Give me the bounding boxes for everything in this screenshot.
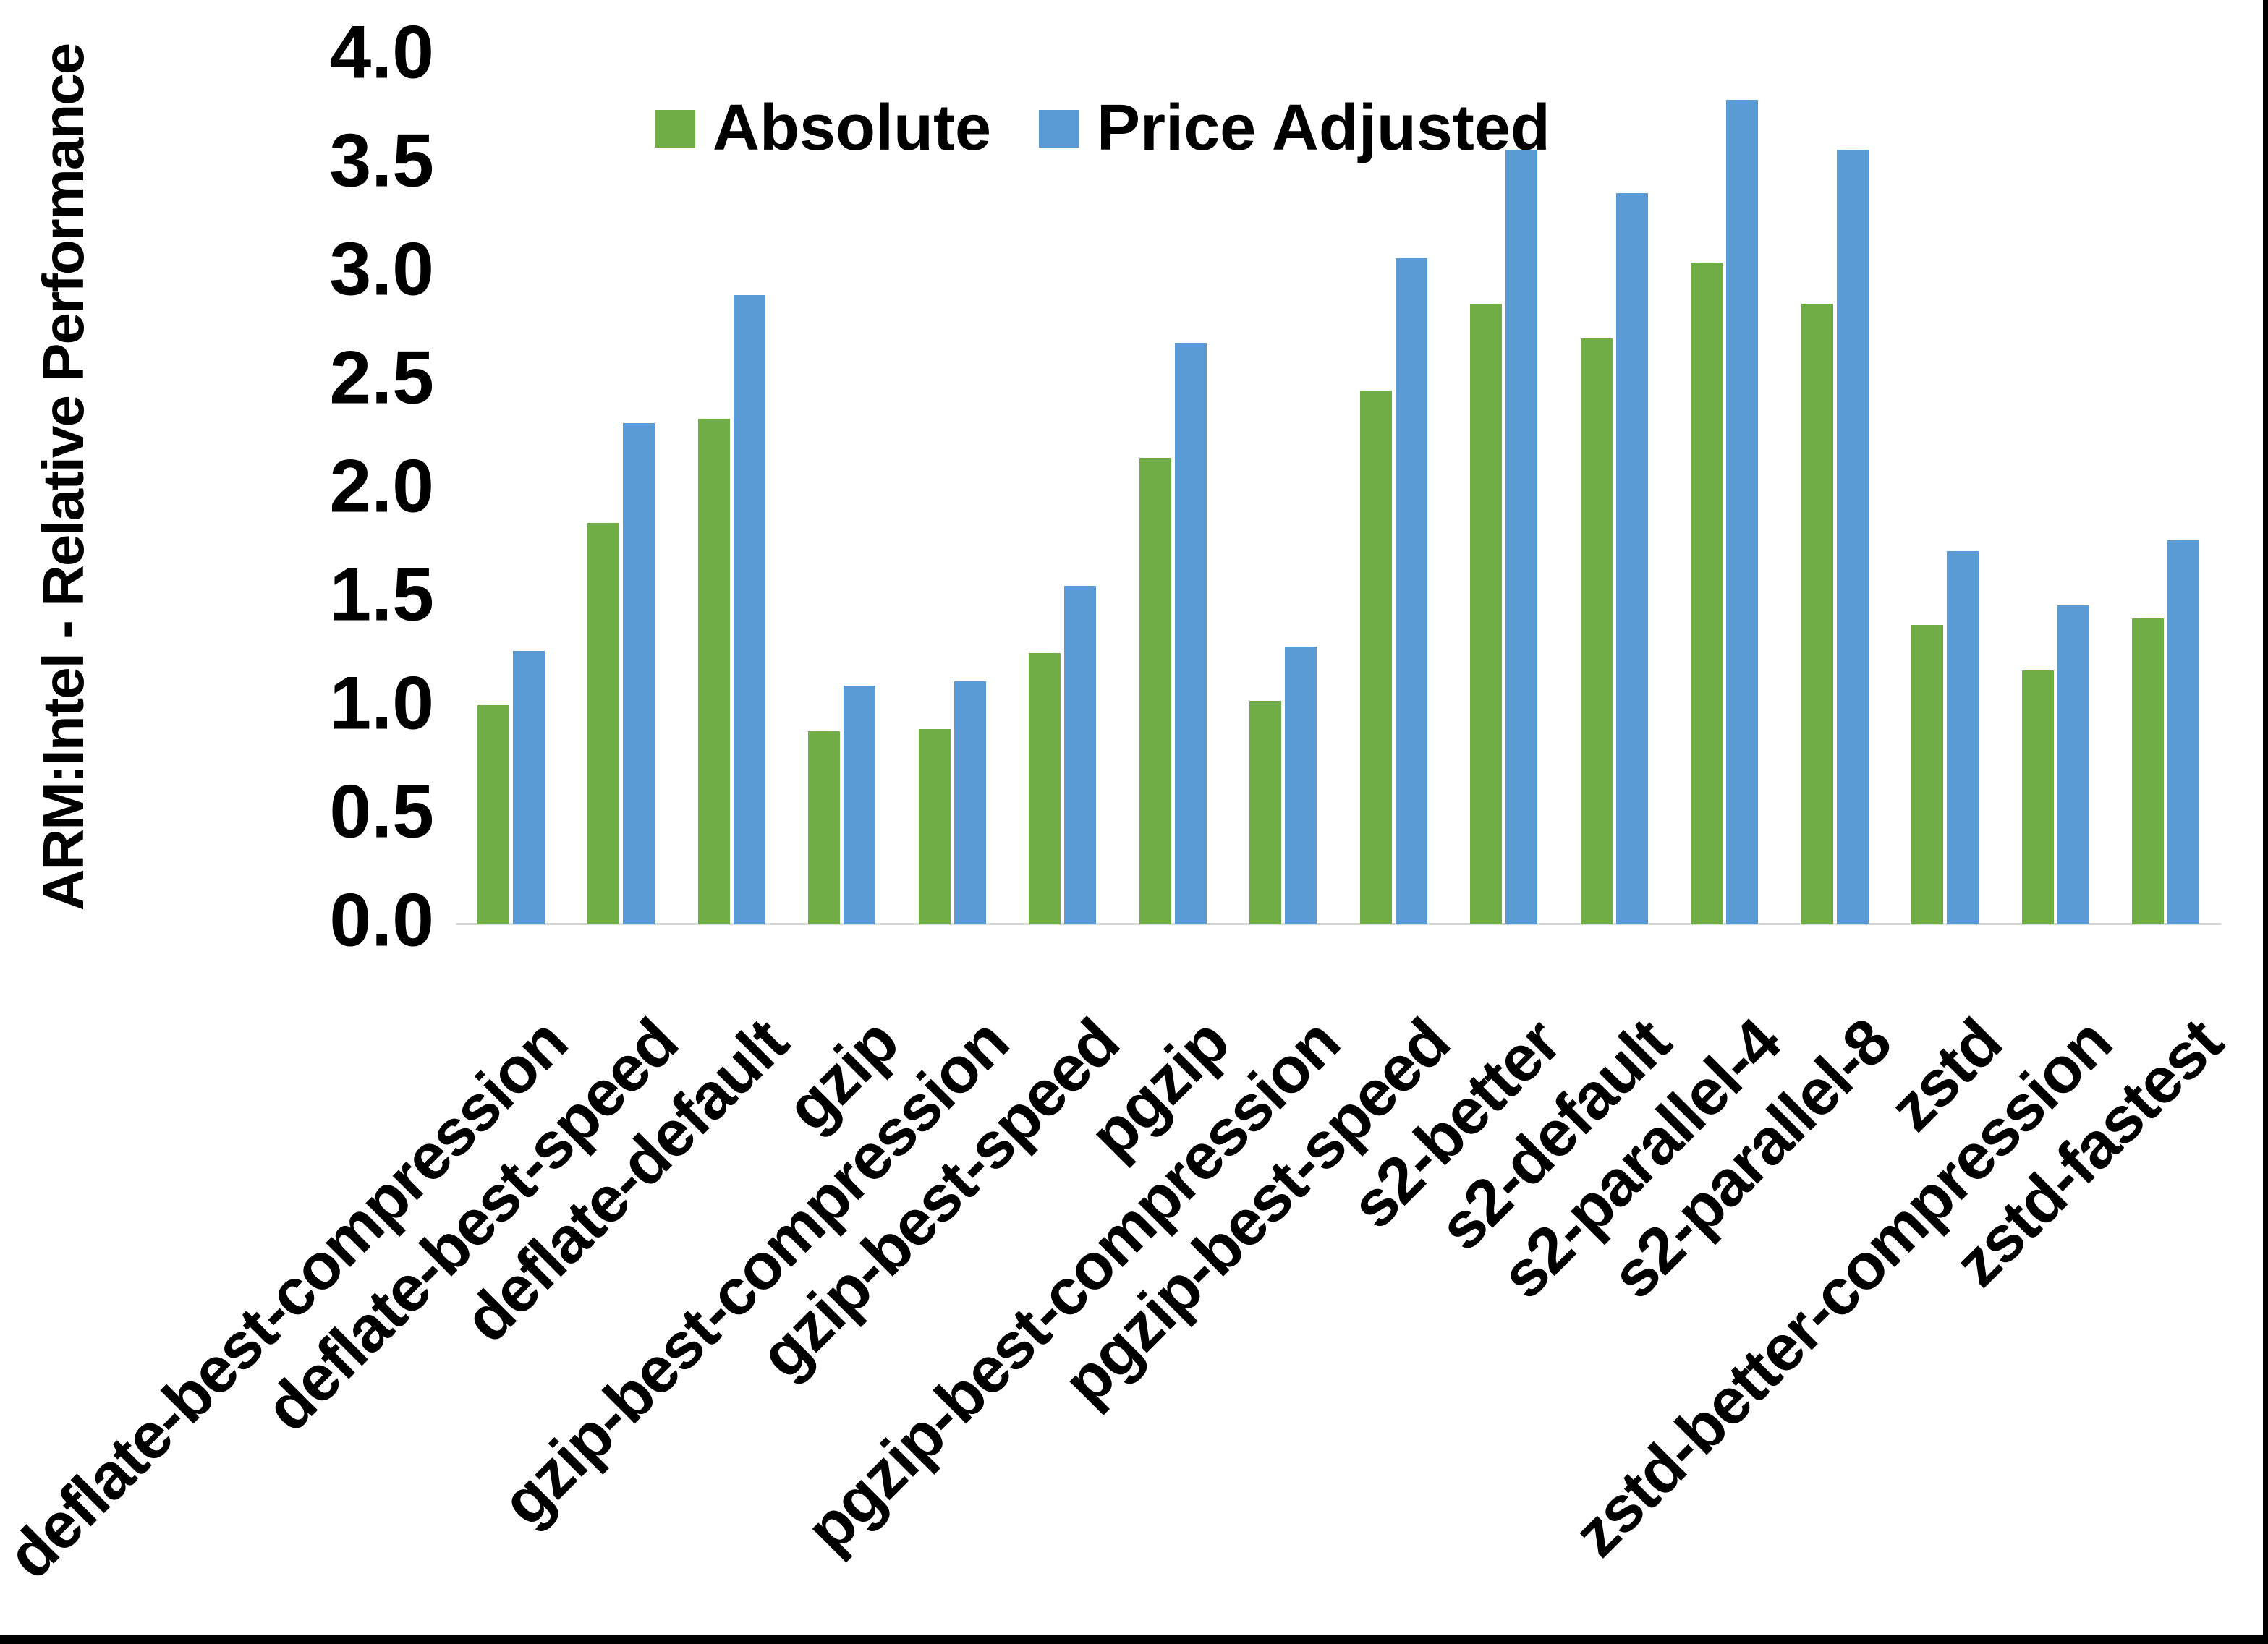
bar-absolute-deflate-best-speed	[587, 523, 620, 924]
bar-price-adjusted-s2-parallel-8	[1836, 150, 1869, 924]
y-tick-label-3.5: 3.5	[329, 119, 434, 203]
bar-absolute-pgzip	[1139, 458, 1171, 924]
bar-absolute-gzip	[808, 731, 841, 924]
right-border	[2263, 0, 2268, 1644]
legend-label-price-adjusted: Price Adjusted	[1097, 92, 1550, 164]
bar-price-adjusted-deflate-best-speed	[623, 423, 655, 924]
bar-price-adjusted-zstd	[1947, 551, 1979, 924]
bar-price-adjusted-s2-default	[1615, 193, 1648, 924]
y-tick-label-0.5: 0.5	[329, 770, 434, 854]
bar-price-adjusted-gzip-best-speed	[1064, 586, 1097, 924]
legend-item-price-adjusted: Price Adjusted	[1039, 91, 1550, 166]
bar-price-adjusted-zstd-better-compression	[2057, 605, 2089, 924]
y-tick-label-1.0: 1.0	[329, 661, 434, 746]
bar-absolute-zstd	[1911, 625, 1944, 924]
legend-swatch-price-adjusted-icon	[1039, 109, 1080, 148]
bar-price-adjusted-gzip	[844, 686, 876, 924]
bar-absolute-s2-parallel-8	[1801, 304, 1833, 924]
y-tick-label-2.0: 2.0	[329, 444, 434, 529]
legend-swatch-absolute-icon	[655, 109, 695, 148]
bar-price-adjusted-s2-parallel-4	[1726, 100, 1759, 924]
bar-absolute-gzip-best-compression	[918, 729, 951, 924]
bar-price-adjusted-s2-better	[1505, 150, 1538, 924]
bar-absolute-zstd-better-compression	[2021, 670, 2054, 924]
y-tick-label-1.5: 1.5	[329, 553, 434, 637]
bar-absolute-s2-default	[1580, 338, 1613, 924]
bottom-border	[0, 1635, 2268, 1644]
x-axis-line	[456, 923, 2221, 925]
bar-absolute-pgzip-best-compression	[1249, 701, 1282, 924]
legend-item-absolute: Absolute	[655, 91, 991, 166]
bar-price-adjusted-zstd-fastest	[2167, 540, 2200, 924]
bar-price-adjusted-pgzip	[1174, 343, 1207, 924]
legend-label-absolute: Absolute	[713, 92, 992, 164]
bar-absolute-s2-better	[1470, 304, 1503, 924]
bar-absolute-gzip-best-speed	[1029, 653, 1061, 924]
bar-absolute-s2-parallel-4	[1691, 263, 1723, 924]
bar-absolute-deflate-default	[697, 419, 730, 924]
y-tick-label-2.5: 2.5	[329, 336, 434, 420]
y-tick-label-4.0: 4.0	[329, 10, 434, 95]
y-tick-label-3.0: 3.0	[329, 227, 434, 312]
y-tick-label-0.0: 0.0	[329, 878, 434, 963]
bar-price-adjusted-deflate-default	[733, 295, 765, 924]
bar-absolute-zstd-fastest	[2132, 618, 2165, 924]
bar-price-adjusted-gzip-best-compression	[954, 681, 986, 924]
bar-price-adjusted-pgzip-best-speed	[1395, 258, 1427, 924]
bar-price-adjusted-pgzip-best-compression	[1285, 647, 1317, 924]
legend: Absolute Price Adjusted	[655, 91, 1550, 166]
bar-price-adjusted-deflate-best-compression	[512, 651, 545, 924]
y-axis-title: ARM:Intel - Relative Performance	[31, 43, 95, 911]
bar-absolute-pgzip-best-speed	[1359, 391, 1392, 924]
bar-absolute-deflate-best-compression	[477, 705, 509, 924]
